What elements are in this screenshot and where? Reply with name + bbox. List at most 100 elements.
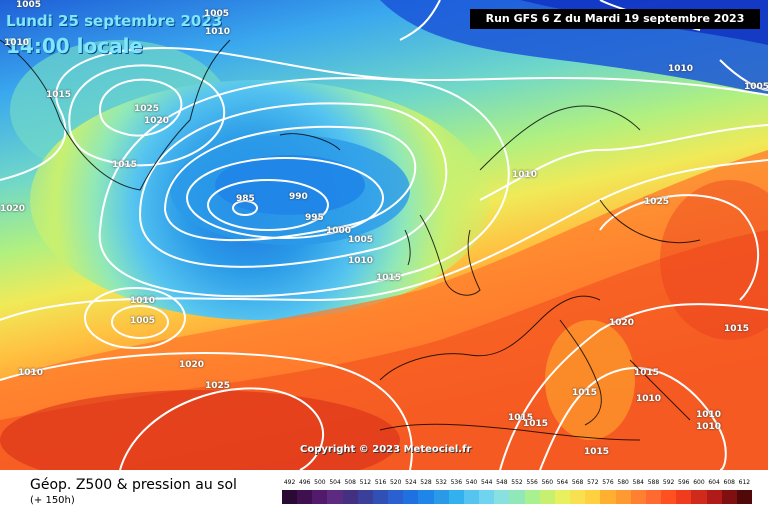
isobar-label: 1010 <box>348 256 374 266</box>
isobar-label: 995 <box>305 213 324 223</box>
scale-label: 500 <box>314 479 326 486</box>
scale-swatch <box>479 490 495 504</box>
scale-swatch <box>509 490 526 504</box>
isobar-label: 1010 <box>512 170 538 180</box>
scale-swatch <box>418 490 435 504</box>
scale-label: 536 <box>450 479 463 486</box>
scale-label: 512 <box>359 479 372 486</box>
scale-label: 564 <box>556 479 569 486</box>
scale-swatch <box>494 490 510 504</box>
isobar-label: 1000 <box>326 226 352 236</box>
isobar-label: 1005 <box>744 82 768 92</box>
scale-label: 552 <box>511 479 523 486</box>
isobar-label: 1015 <box>724 324 750 334</box>
scale-swatch <box>661 490 677 504</box>
isobar-label: 1010 <box>18 368 44 378</box>
scale-swatch <box>357 490 374 504</box>
scale-swatch <box>554 490 571 504</box>
isobar-label: 1005 <box>348 235 374 245</box>
scale-swatch <box>463 490 480 504</box>
isobar-label: 1025 <box>134 104 160 114</box>
isobar-label: 1010 <box>668 64 694 74</box>
scale-swatch <box>282 490 298 504</box>
scale-label: 504 <box>329 479 341 486</box>
forecast-time: 14:00 locale <box>6 34 143 58</box>
scale-swatch <box>676 490 692 504</box>
scale-label: 524 <box>405 479 417 486</box>
scale-swatch <box>433 490 450 504</box>
isobar-label: 990 <box>289 192 308 202</box>
scale-label: 508 <box>344 479 356 486</box>
scale-label: 584 <box>632 479 644 486</box>
isobar-label: 1005 <box>16 0 42 10</box>
scale-label: 556 <box>526 479 538 486</box>
forecast-date: Lundi 25 septembre 2023 <box>6 12 223 30</box>
isobar-label: 1025 <box>644 197 670 207</box>
scale-label: 604 <box>708 479 720 486</box>
scale-label: 492 <box>283 479 296 486</box>
scale-swatch <box>585 490 601 504</box>
scale-swatch <box>403 490 419 504</box>
isobar-label: 1010 <box>205 27 231 37</box>
isobar-label: 1010 <box>696 410 722 420</box>
scale-label: 540 <box>465 479 478 486</box>
scale-label: 600 <box>693 479 705 486</box>
scale-swatch <box>615 490 632 504</box>
isobar-label: 1015 <box>572 388 598 398</box>
scale-label: 560 <box>541 479 554 486</box>
scale-label: 544 <box>480 479 493 486</box>
legend-subtitle: (+ 150h) <box>30 495 75 506</box>
color-scale <box>282 490 753 504</box>
isobar-label: 1005 <box>130 316 156 326</box>
scale-swatch <box>448 490 465 504</box>
isobar-label: 1005 <box>204 9 230 19</box>
run-info: Run GFS 6 Z du Mardi 19 septembre 2023 <box>470 9 760 29</box>
scale-label: 592 <box>662 479 675 486</box>
isobar-label: 1015 <box>508 413 534 423</box>
scale-label: 520 <box>389 479 402 486</box>
weather-map: Lundi 25 septembre 2023 14:00 locale Run… <box>0 0 768 470</box>
scale-swatch <box>342 490 359 504</box>
isobar-label: 1020 <box>0 204 26 214</box>
isobar-label: 1015 <box>584 447 610 457</box>
scale-swatch <box>388 490 404 504</box>
isobar-label: 1015 <box>376 273 402 283</box>
isobar-label: 1020 <box>179 360 205 370</box>
scale-swatch <box>645 490 662 504</box>
isobar-label: 1020 <box>609 318 635 328</box>
scale-swatch <box>706 490 723 504</box>
scale-label: 568 <box>571 479 584 486</box>
copyright: Copyright © 2023 Meteociel.fr <box>300 444 472 455</box>
scale-label: 612 <box>738 479 751 486</box>
scale-label: 580 <box>617 479 629 486</box>
scale-label: 528 <box>420 479 432 486</box>
scale-label: 596 <box>678 479 690 486</box>
scale-label: 572 <box>587 479 599 486</box>
scale-swatch <box>372 490 389 504</box>
isobar-label: 1010 <box>130 296 156 306</box>
scale-swatch <box>297 490 313 504</box>
isobar-label: 1025 <box>205 381 231 391</box>
isobar-label: 1010 <box>636 394 662 404</box>
scale-label: 608 <box>723 479 735 486</box>
scale-swatch <box>524 490 541 504</box>
isobar-label: 1015 <box>523 419 549 429</box>
scale-swatch <box>312 490 328 504</box>
scale-labels: 492 496 500 504 508 512 516 520 524 528 532 536 540 5… <box>282 479 752 489</box>
scale-swatch <box>691 490 707 504</box>
scale-swatch <box>630 490 647 504</box>
legend-footer: Géop. Z500 & pression au sol (+ 150h) 49… <box>0 470 768 512</box>
scale-swatch <box>600 490 617 504</box>
isobar-label: 985 <box>236 194 255 204</box>
isobar-label: 1015 <box>112 160 138 170</box>
scale-swatch <box>539 490 556 504</box>
scale-swatch <box>721 490 738 504</box>
isobar-label: 1020 <box>144 116 170 126</box>
scale-swatch <box>570 490 586 504</box>
isobar-label: 1015 <box>634 368 660 378</box>
isobar-label: 1015 <box>46 90 72 100</box>
scale-label: 516 <box>374 479 387 486</box>
scale-label: 588 <box>647 479 660 486</box>
scale-swatch <box>327 490 344 504</box>
isobar-label: 1010 <box>696 422 722 432</box>
